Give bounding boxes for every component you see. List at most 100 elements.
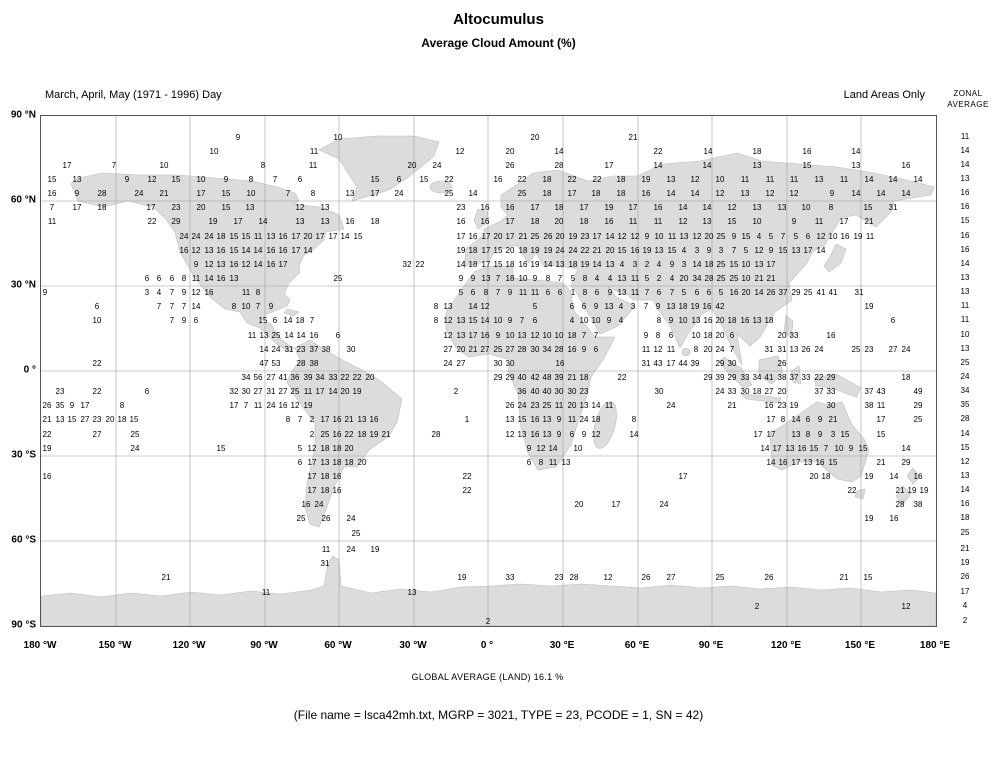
cloud-amount-value: 6 (297, 458, 303, 467)
cloud-amount-value: 14 (543, 260, 553, 269)
cloud-amount-value: 4 (756, 232, 762, 241)
cloud-amount-value: 23 (580, 232, 590, 241)
cloud-amount-value: 5 (743, 246, 749, 255)
cloud-amount-value: 24 (555, 246, 565, 255)
cloud-amount-value: 25 (716, 232, 726, 241)
cloud-amount-value: 43 (876, 387, 886, 396)
zonal-average-value: 25 (960, 528, 970, 537)
cloud-amount-value: 12 (290, 401, 300, 410)
cloud-amount-value: 13 (295, 217, 305, 226)
cloud-amount-value: 12 (617, 232, 627, 241)
cloud-amount-value: 4 (681, 246, 687, 255)
cloud-amount-value: 18 (468, 246, 478, 255)
cloud-amount-value: 14 (591, 401, 601, 410)
cloud-amount-value: 20 (715, 331, 725, 340)
cloud-amount-value: 16 (266, 260, 276, 269)
cloud-amount-value: 16 (480, 331, 490, 340)
cloud-amount-value: 22 (517, 175, 527, 184)
cloud-amount-value: 7 (495, 288, 501, 297)
cloud-amount-value: 8 (483, 288, 489, 297)
cloud-amount-value: 19 (864, 514, 874, 523)
cloud-amount-value: 16 (468, 232, 478, 241)
cloud-amount-value: 18 (97, 203, 107, 212)
cloud-amount-value: 33 (505, 573, 515, 582)
cloud-amount-value: 16 (278, 401, 288, 410)
cloud-amount-value: 8 (119, 401, 125, 410)
cloud-amount-value: 25 (803, 288, 813, 297)
cloud-amount-value: 8 (260, 161, 266, 170)
cloud-amount-value: 18 (320, 472, 330, 481)
cloud-amount-value: 24 (814, 345, 824, 354)
cloud-amount-value: 13 (851, 161, 861, 170)
cloud-amount-value: 13 (266, 232, 276, 241)
cloud-amount-value: 14 (876, 189, 886, 198)
cloud-amount-value: 6 (656, 288, 662, 297)
cloud-amount-value: 16 (653, 203, 663, 212)
cloud-amount-value: 7 (272, 175, 278, 184)
cloud-amount-value: 16 (332, 415, 342, 424)
cloud-amount-value: 13 (517, 331, 527, 340)
cloud-amount-value: 9 (581, 430, 587, 439)
cloud-amount-value: 16 (204, 288, 214, 297)
cloud-amount-value: 13 (791, 430, 801, 439)
cloud-amount-value: 22 (847, 486, 857, 495)
cloud-amount-value: 10 (518, 274, 528, 283)
cloud-amount-value: 24 (432, 161, 442, 170)
cloud-amount-value: 17 (481, 260, 491, 269)
cloud-amount-value: 8 (828, 203, 834, 212)
cloud-amount-value: 30 (346, 345, 356, 354)
cloud-amount-value: 17 (791, 458, 801, 467)
cloud-amount-value: 6 (594, 288, 600, 297)
cloud-amount-value: 21 (766, 274, 776, 283)
cloud-amount-value: 33 (727, 387, 737, 396)
landmass-madagascar (593, 401, 617, 449)
cloud-amount-value: 10 (209, 147, 219, 156)
cloud-amount-value: 11 (554, 401, 564, 410)
cloud-amount-value: 5 (793, 232, 799, 241)
cloud-amount-value: 24 (346, 545, 356, 554)
zonal-average-value: 4 (962, 601, 968, 610)
cloud-amount-value: 27 (505, 345, 515, 354)
cloud-amount-value: 15 (229, 246, 239, 255)
cloud-amount-value: 15 (517, 415, 527, 424)
cloud-amount-value: 16 (703, 316, 713, 325)
cloud-amount-value: 21 (754, 274, 764, 283)
cloud-amount-value: 38 (913, 500, 923, 509)
cloud-amount-value: 11 (814, 217, 824, 226)
cloud-amount-value: 9 (42, 288, 48, 297)
cloud-amount-value: 16 (518, 260, 528, 269)
landmass-british-isles (473, 208, 489, 230)
cloud-amount-value: 19 (530, 246, 540, 255)
longitude-tick-label: 180 °E (919, 640, 951, 651)
cloud-amount-value: 25 (493, 345, 503, 354)
cloud-amount-value: 7 (49, 203, 55, 212)
longitude-tick-label: 150 °E (844, 640, 876, 651)
cloud-amount-value: 14 (592, 260, 602, 269)
cloud-amount-value: 18 (530, 217, 540, 226)
cloud-amount-value: 28 (554, 161, 564, 170)
cloud-amount-value: 22 (340, 373, 350, 382)
cloud-amount-value: 15 (241, 232, 251, 241)
cloud-amount-value: 26 (777, 359, 787, 368)
cloud-amount-value: 28 (296, 359, 306, 368)
cloud-amount-value: 16 (530, 430, 540, 439)
cloud-amount-value: 9 (829, 189, 835, 198)
cloud-amount-value: 9 (848, 444, 854, 453)
cloud-amount-value: 28 (704, 274, 714, 283)
cloud-amount-value: 20 (357, 458, 367, 467)
cloud-amount-value: 27 (266, 373, 276, 382)
cloud-amount-value: 24 (568, 246, 578, 255)
latitude-tick-label: 90 °S (11, 619, 36, 631)
cloud-amount-value: 18 (542, 175, 552, 184)
cloud-amount-value: 22 (344, 430, 354, 439)
cloud-amount-value: 14 (303, 246, 313, 255)
cloud-amount-value: 11 (653, 217, 663, 226)
cloud-amount-value: 31 (777, 345, 787, 354)
cloud-amount-value: 22 (592, 175, 602, 184)
cloud-amount-value: 17 (753, 430, 763, 439)
cloud-amount-value: 31 (320, 559, 330, 568)
cloud-amount-value: 13 (320, 458, 330, 467)
longitude-tick-label: 120 °E (770, 640, 802, 651)
zonal-average-value: 14 (960, 429, 970, 438)
cloud-amount-value: 5 (458, 288, 464, 297)
